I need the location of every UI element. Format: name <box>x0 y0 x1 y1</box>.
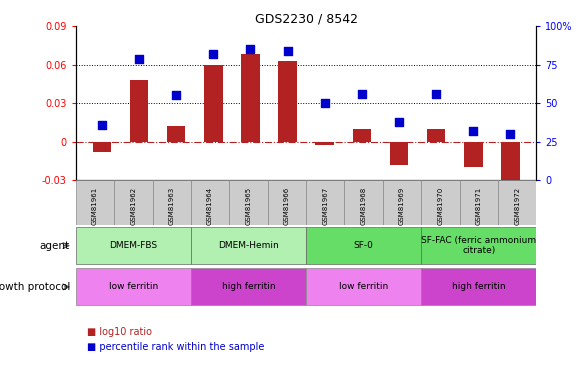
Text: ■ percentile rank within the sample: ■ percentile rank within the sample <box>87 342 265 352</box>
Point <box>134 56 143 62</box>
Bar <box>306 227 421 264</box>
Text: GSM81961: GSM81961 <box>92 187 98 225</box>
Bar <box>167 126 185 142</box>
Point <box>209 51 218 57</box>
Bar <box>191 268 306 305</box>
Bar <box>421 268 536 305</box>
Point <box>394 118 403 124</box>
Bar <box>315 142 334 146</box>
Text: low ferritin: low ferritin <box>339 282 388 291</box>
Bar <box>389 142 408 165</box>
Bar <box>76 227 191 264</box>
Point <box>171 93 181 99</box>
Bar <box>76 268 191 305</box>
Point <box>245 46 255 53</box>
Text: GSM81966: GSM81966 <box>284 187 290 225</box>
Text: GSM81963: GSM81963 <box>168 187 175 225</box>
Point <box>505 131 515 137</box>
Bar <box>229 180 268 225</box>
Bar <box>353 129 371 142</box>
Text: SF-0: SF-0 <box>354 241 374 250</box>
Point <box>431 91 441 97</box>
Bar <box>191 180 229 225</box>
Bar <box>421 227 536 264</box>
Bar <box>306 268 421 305</box>
Text: growth protocol: growth protocol <box>0 282 70 292</box>
Bar <box>204 64 223 142</box>
Bar <box>278 61 297 142</box>
Text: GSM81962: GSM81962 <box>131 187 136 225</box>
Text: low ferritin: low ferritin <box>109 282 158 291</box>
Text: GSM81969: GSM81969 <box>399 187 405 225</box>
Text: GSM81965: GSM81965 <box>245 187 251 225</box>
Point <box>320 100 329 106</box>
Text: GSM81967: GSM81967 <box>322 187 328 225</box>
Text: high ferritin: high ferritin <box>452 282 505 291</box>
Bar <box>421 180 459 225</box>
Bar <box>501 142 519 184</box>
Point <box>97 122 107 128</box>
Point <box>469 128 478 134</box>
Bar <box>153 180 191 225</box>
Bar <box>498 180 536 225</box>
Bar <box>93 142 111 152</box>
Point <box>283 48 292 54</box>
Point <box>357 91 367 97</box>
Bar <box>114 180 153 225</box>
Bar <box>306 180 345 225</box>
Text: GSM81970: GSM81970 <box>437 187 444 225</box>
Bar <box>241 54 259 142</box>
Bar <box>427 129 445 142</box>
Bar <box>383 180 421 225</box>
Title: GDS2230 / 8542: GDS2230 / 8542 <box>255 12 357 25</box>
Text: DMEM-Hemin: DMEM-Hemin <box>218 241 279 250</box>
Text: SF-FAC (ferric ammonium
citrate): SF-FAC (ferric ammonium citrate) <box>422 236 536 255</box>
Bar <box>345 180 383 225</box>
Text: GSM81964: GSM81964 <box>207 187 213 225</box>
Bar <box>76 180 114 225</box>
Text: GSM81971: GSM81971 <box>476 187 482 225</box>
Bar <box>464 142 483 167</box>
Text: agent: agent <box>40 241 70 250</box>
Bar <box>129 80 148 142</box>
Text: DMEM-FBS: DMEM-FBS <box>109 241 157 250</box>
Text: high ferritin: high ferritin <box>222 282 275 291</box>
Text: GSM81968: GSM81968 <box>361 187 367 225</box>
Bar <box>268 180 306 225</box>
Text: ■ log10 ratio: ■ log10 ratio <box>87 327 152 337</box>
Text: GSM81972: GSM81972 <box>514 187 520 225</box>
Bar <box>191 227 306 264</box>
Bar <box>459 180 498 225</box>
